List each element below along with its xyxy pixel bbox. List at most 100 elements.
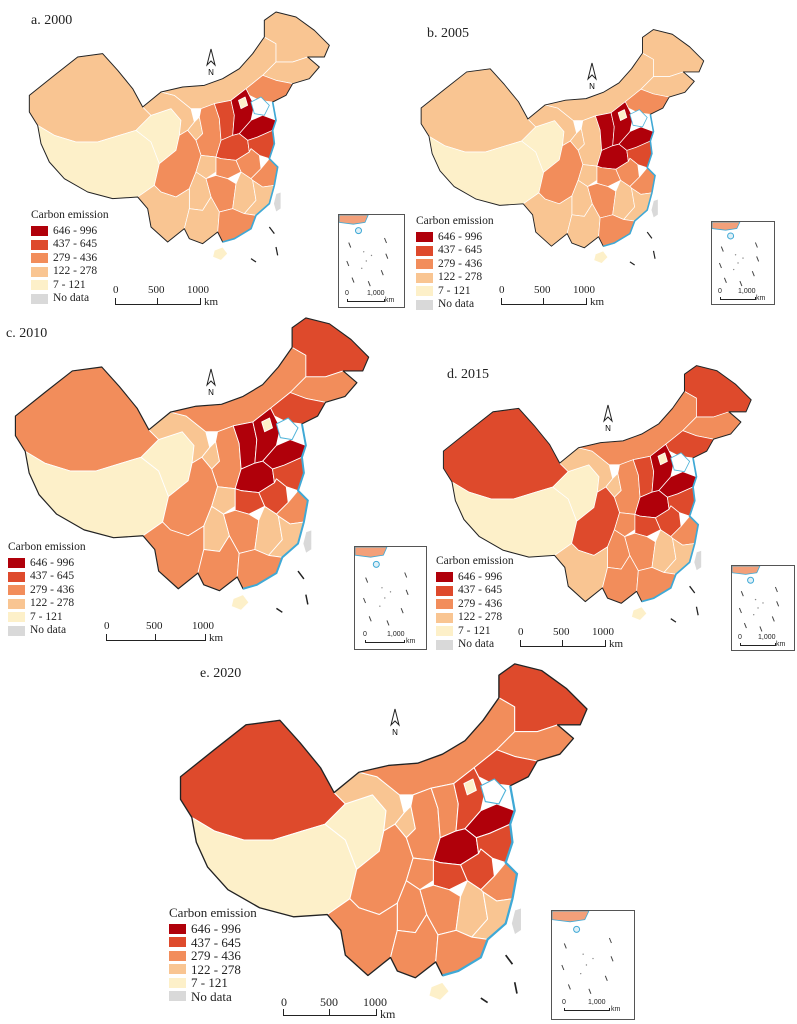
scale-tick [543,298,544,304]
legend-title: Carbon emission [436,555,514,567]
legend-swatch [169,937,186,948]
north-arrow-icon: N [587,62,597,90]
legend-item: 646 - 996 [8,557,86,571]
inset-dash [384,237,387,244]
inset-dash [348,242,352,248]
inset-island [573,925,581,933]
inset-coast [355,547,388,558]
province-taiwan [273,191,282,213]
boundary-dash [670,618,677,623]
boundary-dash [250,258,257,263]
province-hubei [234,488,266,515]
boundary-dash [305,594,309,605]
province-xinjiang [180,719,346,841]
inset-islet [754,598,757,601]
legend-label: 646 - 996 [458,570,503,583]
inset-dash [588,988,592,994]
province-chongqing [211,486,236,515]
inset-island [747,576,755,584]
inset-islands [552,911,614,994]
bohai-sea [480,778,507,805]
inset-dash [754,242,758,248]
scale-label: 1000 [363,995,387,1009]
legend-swatch [8,598,25,609]
province-yunnan [522,192,573,247]
legend-label: 437 - 645 [191,934,241,950]
province-xinjiang [14,366,160,472]
inset-dash [385,253,389,259]
province-yunnan [142,521,205,590]
inset-dash [405,589,409,596]
inset-dash [404,572,408,578]
boundary-dash [646,231,653,239]
legend-title: Carbon emission [8,541,86,553]
scale-label: 500 [148,284,165,296]
legend-item: 122 - 278 [169,963,257,977]
legend-label: 646 - 996 [438,230,483,243]
legend-item: 7 - 121 [169,976,257,990]
legend-swatch [436,585,453,596]
legend-label: 7 - 121 [191,975,228,991]
legend-label: 7 - 121 [438,284,471,297]
province-hubei [215,156,242,180]
china-map [14,317,370,613]
china-map [442,365,752,623]
scale-line [501,298,587,305]
svg-text:N: N [392,728,398,736]
inset-dash [363,597,366,604]
legend-swatch [8,571,25,582]
legend-swatch [416,286,433,297]
legend-item: 279 - 436 [436,598,514,612]
inset-islet [580,972,582,975]
province-chongqing [405,857,434,891]
inset-dash [567,984,571,990]
panel-title: b. 2005 [427,26,469,41]
province-hainan [593,250,609,264]
legend-swatch [8,558,25,569]
coastline [641,457,700,603]
scale-tick [155,634,156,640]
legend-item: 646 - 996 [169,922,257,936]
legend-label: No data [458,638,495,650]
legend-item: 7 - 121 [31,279,109,293]
province-xinjiang [443,408,569,500]
boundary-dash [695,606,699,616]
legend-item: 279 - 436 [31,252,109,266]
inset-dash [604,975,608,981]
legend-label: 7 - 121 [458,624,491,637]
boundary-dash [505,954,514,965]
legend-item: 437 - 645 [169,936,257,950]
inset-dash [743,622,747,629]
legend-item: No data [31,292,109,306]
panel-title: e. 2020 [200,666,242,681]
legend-swatch [436,626,453,637]
scale-unit: km [209,632,224,644]
inset-islet [733,268,735,271]
scale-label: 1000 [592,626,614,638]
inset-dash [740,591,744,597]
legend-swatch [31,239,48,250]
province-chongqing [614,512,636,537]
province-beijing [617,109,628,121]
legend-item: 7 - 121 [8,611,86,625]
inset-islet [379,605,381,607]
south-china-sea-inset: 0 1,000 km [731,565,795,651]
svg-text:N: N [589,82,595,90]
legend-label: No data [191,988,232,1004]
coastline [603,114,656,247]
legend-swatch [31,293,48,304]
province-chongqing [195,154,217,180]
scale-label: 500 [146,620,163,632]
legend-item: 122 - 278 [416,271,494,285]
legend-item: No data [436,638,514,652]
legend-swatch [416,259,433,270]
inset-dash [759,626,763,632]
inset-dash [718,262,722,269]
legend-item: 279 - 436 [8,584,86,598]
panel-title: c. 2010 [6,326,48,341]
inset-islet [381,587,383,589]
inset-dash [751,271,755,277]
boundary-dash [275,246,279,256]
scale-label: 0 [518,626,524,638]
legend: Carbon emission 646 - 996 437 - 645 279 - 4… [169,906,257,1003]
